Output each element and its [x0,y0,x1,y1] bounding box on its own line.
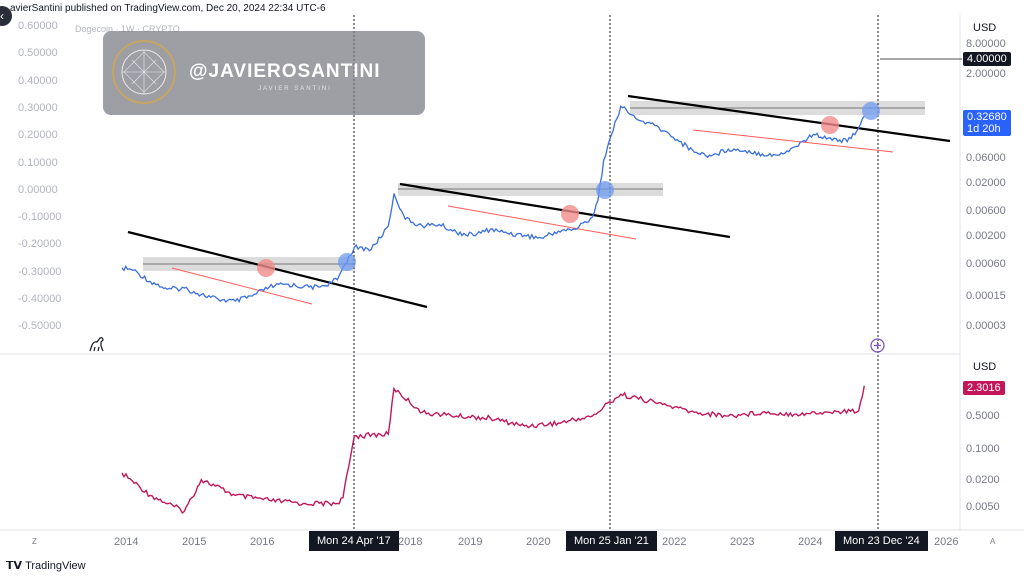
oscillator-axis-tick: 0.5000 [966,410,1000,422]
time-marker-label-2024: Mon 23 Dec '24 [835,531,928,551]
tradingview-label: TradingView [25,560,86,572]
price-axis-tick: 0.02000 [966,177,1006,189]
zoom-toggle-button[interactable]: Z [32,537,37,546]
author-watermark: @JAVIEROSANTINI JAVIER SANTINI [103,31,425,115]
oscillator-axis-tick: 0.0200 [966,474,1000,486]
time-axis-tick: 2023 [730,536,755,548]
watermark-handle: @JAVIEROSANTINI [189,61,381,82]
oscillator-axis-unit: USD [973,361,997,373]
time-marker-label-2017: Mon 24 Apr '17 [309,531,399,551]
support-line-2015[interactable] [171,267,313,305]
left-axis-tick: -0.40000 [18,293,62,305]
time-marker-label-2021: Mon 25 Jan '21 [566,531,657,551]
current-price-value: 0.32680 [967,111,1007,123]
left-axis-tick: 0.60000 [18,20,58,32]
price-axis-tick: 0.06000 [966,152,1006,164]
plus-circle-icon[interactable] [870,338,885,358]
price-axis-tick: 2.00000 [966,68,1006,80]
back-arrow-icon[interactable]: ‹ [0,6,12,26]
oscillator-axis-tick: 0.1000 [966,443,1000,455]
blue-marker-2021[interactable] [596,181,614,199]
time-axis-tick: 2020 [526,536,551,548]
time-axis-tick: 2015 [182,536,207,548]
time-axis-tick: 2018 [398,536,423,548]
blue-marker-2024[interactable] [862,102,880,120]
pink-marker-2020[interactable] [561,205,579,223]
price-axis-tick: 0.00015 [966,290,1006,302]
tradingview-logo-icon: 𝗧𝗩 [6,560,26,572]
price-axis-tick: 0.00060 [966,258,1006,270]
support-line-2019[interactable] [447,205,637,240]
left-axis-tick: -0.10000 [18,211,62,224]
left-axis-tick: 0.20000 [18,129,58,142]
price-axis-tick: 0.00003 [966,320,1006,332]
price-axis-tick: 0.00200 [966,230,1006,242]
left-axis-tick: -0.30000 [18,265,62,278]
time-axis-tick: 2022 [662,536,687,548]
auto-scale-button[interactable]: A [990,537,996,546]
pink-marker-2024[interactable] [821,116,839,134]
published-info: avierSantini published on TradingView.co… [10,3,326,14]
time-axis-tick: 2026 [934,536,959,548]
time-axis-tick: 2019 [458,536,483,548]
price-axis-tick: 8.00000 [966,38,1006,50]
time-axis-tick: 2014 [114,536,139,548]
left-axis-tick: 0.40000 [18,74,58,87]
time-axis-tick: 2016 [250,536,275,548]
left-axis-tick: 0.00000 [18,183,58,196]
left-axis-tick: -0.50000 [18,320,62,333]
blue-marker-2017[interactable] [338,253,356,271]
globe-network-icon [112,40,176,104]
left-axis-tick: 0.10000 [18,156,58,169]
cursor-price-tag: 4.00000 [963,52,1011,66]
price-axis-unit: USD [973,22,997,34]
trendline-2021-2024[interactable] [627,94,951,143]
price-series-line[interactable] [121,105,865,303]
dinosaur-icon[interactable] [88,335,106,358]
current-price-tag: 0.32680 1d 20h [963,110,1011,136]
oscillator-value-tag: 2.3016 [963,381,1005,395]
tradingview-brand[interactable]: 𝗧𝗩 TradingView [6,559,86,572]
oscillator-series-line[interactable] [121,385,865,514]
countdown-value: 1d 20h [967,123,1001,135]
price-axis-tick: 0.00600 [966,205,1006,217]
left-axis-tick: 0.30000 [18,101,58,114]
time-axis-tick: 2024 [798,536,823,548]
support-line-2023[interactable] [692,129,894,153]
trendline-2014-2017[interactable] [127,230,428,309]
left-axis-tick: 0.50000 [18,47,58,60]
oscillator-axis-tick: 0.0050 [966,501,1000,513]
watermark-subtitle: JAVIER SANTINI [258,86,332,92]
pink-marker-2016[interactable] [257,259,275,277]
symbol-label: Dogecoin · 1W · CRYPTO [75,24,180,34]
left-axis-tick: -0.20000 [18,238,62,251]
